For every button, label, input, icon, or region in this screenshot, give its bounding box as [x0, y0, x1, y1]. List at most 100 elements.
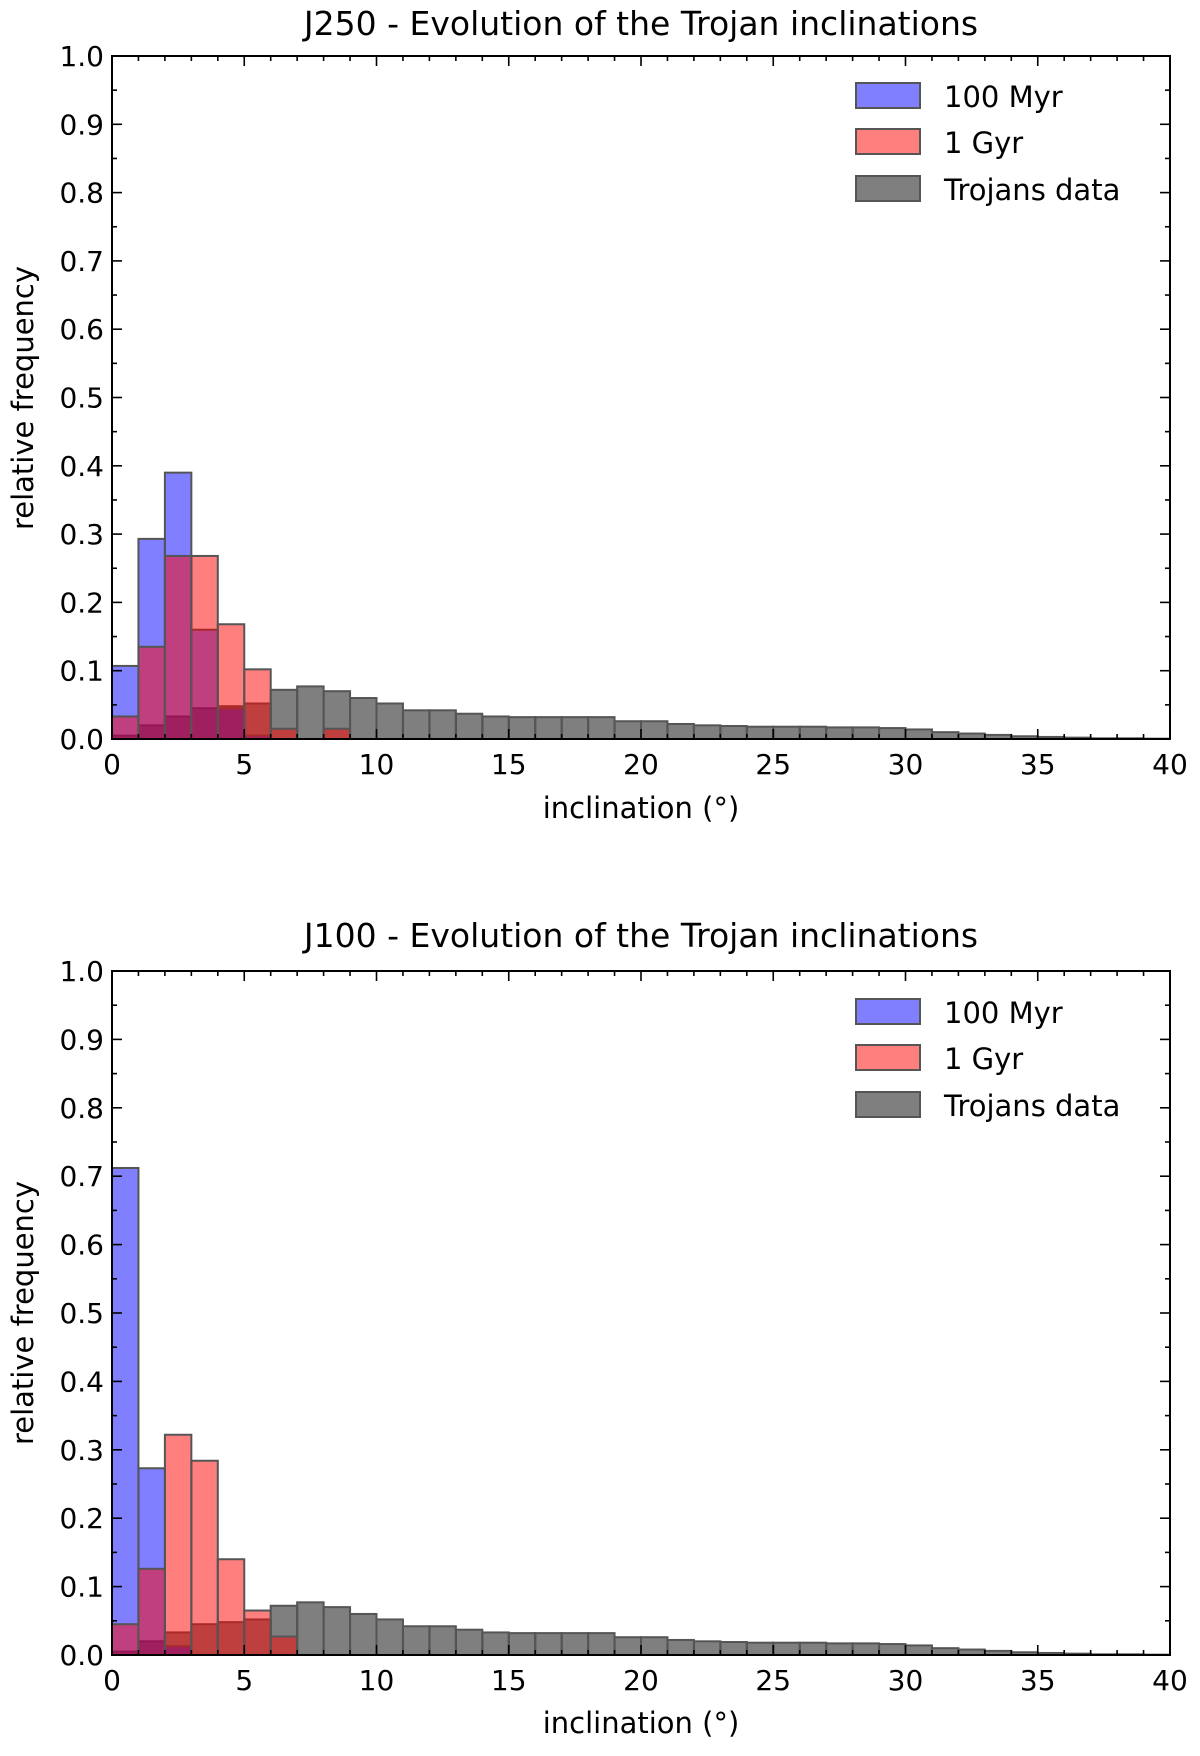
chart-title: J250 - Evolution of the Trojan inclinati… — [302, 4, 978, 43]
bar-trojans-data-17 — [560, 1632, 590, 1657]
bar-trojans-data-15 — [507, 716, 537, 740]
bar-1-gyr-1 — [137, 1567, 166, 1657]
bars-layer — [111, 1166, 1172, 1657]
legend-swatch-trojans-data — [855, 175, 921, 202]
bar-trojans-data-31 — [930, 1647, 960, 1657]
y-tick-label: 0.0 — [59, 1639, 104, 1672]
legend-swatch-1-gyr — [855, 1044, 921, 1071]
y-tick-label: 1.0 — [59, 955, 104, 988]
y-tick-label: 0.5 — [59, 382, 104, 415]
legend-label-100-myr: 100 Myr — [944, 996, 1063, 1030]
x-tick-label: 35 — [1020, 1664, 1056, 1697]
bar-trojans-data-31 — [930, 731, 960, 740]
bar-trojans-data-20 — [640, 1636, 669, 1656]
bar-trojans-data-21 — [666, 1638, 695, 1657]
bar-trojans-data-28 — [851, 1642, 881, 1656]
bar-1-gyr-4 — [216, 1558, 246, 1656]
y-axis-label: relative frequency — [6, 1181, 40, 1445]
bar-trojans-data-30 — [904, 728, 933, 740]
bar-trojans-data-23 — [719, 725, 748, 741]
y-tick-label: 0.4 — [59, 450, 104, 483]
bar-1-gyr-4 — [216, 623, 246, 740]
legend-swatch-100-myr — [855, 82, 921, 109]
x-tick-label: 10 — [359, 1664, 395, 1697]
bar-trojans-data-14 — [481, 1631, 510, 1656]
bar-trojans-data-7 — [296, 1601, 325, 1657]
bar-trojans-data-17 — [560, 716, 590, 740]
bar-trojans-data-14 — [481, 715, 510, 740]
x-tick-label: 25 — [755, 1664, 791, 1697]
legend-label-1-gyr: 1 Gyr — [944, 126, 1023, 160]
y-tick-label: 0.3 — [59, 518, 104, 551]
legend-label-trojans-data: Trojans data — [943, 1089, 1120, 1123]
bar-trojans-data-30 — [904, 1644, 933, 1656]
bar-trojans-data-21 — [666, 722, 695, 740]
bars-layer — [111, 471, 1172, 741]
y-tick-label: 0.2 — [59, 1502, 104, 1535]
x-tick-label: 35 — [1020, 748, 1056, 781]
y-tick-label: 0.7 — [59, 1160, 104, 1193]
legend-label-1-gyr: 1 Gyr — [944, 1042, 1023, 1076]
y-tick-label: 0.6 — [59, 313, 104, 346]
y-tick-label: 0.9 — [59, 1023, 104, 1056]
bar-trojans-data-18 — [587, 1632, 616, 1657]
y-tick-label: 0.6 — [59, 1229, 104, 1262]
bar-trojans-data-9 — [349, 1612, 378, 1656]
bar-trojans-data-24 — [745, 1641, 775, 1656]
bar-trojans-data-25 — [772, 725, 801, 740]
x-tick-label: 0 — [103, 1664, 121, 1697]
bar-trojans-data-22 — [692, 1640, 722, 1656]
x-tick-label: 0 — [103, 748, 121, 781]
bar-trojans-data-10 — [375, 702, 404, 741]
bar-1-gyr-5 — [243, 1609, 272, 1657]
bar-trojans-data-11 — [401, 1625, 431, 1656]
legend-swatch-trojans-data — [855, 1091, 921, 1118]
y-tick-label: 0.8 — [59, 1092, 104, 1125]
bar-1-gyr-0 — [111, 1623, 140, 1656]
bar-trojans-data-11 — [401, 709, 431, 741]
x-tick-label: 10 — [359, 748, 395, 781]
bar-trojans-data-19 — [613, 1636, 642, 1656]
bar-1-gyr-0 — [111, 715, 140, 740]
x-tick-label: 5 — [235, 1664, 253, 1697]
x-tick-label: 20 — [623, 748, 659, 781]
bar-trojans-data-29 — [878, 1643, 907, 1657]
y-tick-label: 0.8 — [59, 177, 104, 210]
x-tick-label: 15 — [491, 1664, 527, 1697]
x-axis-label: inclination (°) — [543, 1706, 740, 1740]
bar-trojans-data-23 — [719, 1641, 748, 1657]
bar-trojans-data-27 — [825, 726, 854, 740]
y-tick-labels: 0.0 0.1 0.2 0.3 0.4 0.5 0.6 0.7 0.8 0.9 1.0 — [59, 40, 104, 756]
x-tick-label: 25 — [755, 748, 791, 781]
x-tick-labels: 0 5 10 15 20 25 30 35 40 — [103, 1664, 1188, 1697]
bar-trojans-data-12 — [428, 1625, 457, 1656]
legend: 100 Myr 1 Gyr Trojans data — [855, 80, 1120, 207]
bar-trojans-data-12 — [428, 709, 457, 741]
bar-trojans-data-13 — [454, 712, 484, 741]
x-tick-label: 40 — [1152, 748, 1188, 781]
panel-j100: J100 - Evolution of the Trojan inclinati… — [6, 916, 1188, 1740]
y-axis-label: relative frequency — [6, 266, 40, 530]
bar-100-myr-0 — [111, 1166, 140, 1656]
ticks-layer — [111, 970, 1171, 1656]
bar-trojans-data-9 — [349, 697, 378, 741]
y-tick-label: 0.3 — [59, 1434, 104, 1467]
bar-trojans-data-7 — [296, 685, 325, 740]
bar-trojans-data-25 — [772, 1641, 801, 1656]
y-tick-label: 0.0 — [59, 723, 104, 756]
bar-trojans-data-26 — [798, 725, 828, 740]
bar-1-gyr-6 — [269, 1635, 299, 1656]
legend-swatch-1-gyr — [855, 128, 921, 155]
y-tick-label: 1.0 — [59, 40, 104, 73]
bar-trojans-data-18 — [587, 716, 616, 740]
x-tick-label: 30 — [888, 1664, 924, 1697]
legend-swatch-100-myr — [855, 998, 921, 1025]
x-axis-label: inclination (°) — [543, 791, 740, 825]
bar-trojans-data-13 — [454, 1628, 484, 1657]
x-tick-label: 5 — [235, 748, 253, 781]
y-tick-label: 0.5 — [59, 1297, 104, 1330]
y-tick-label: 0.7 — [59, 245, 104, 278]
y-tick-labels: 0.0 0.1 0.2 0.3 0.4 0.5 0.6 0.7 0.8 0.9 1.0 — [59, 955, 104, 1672]
